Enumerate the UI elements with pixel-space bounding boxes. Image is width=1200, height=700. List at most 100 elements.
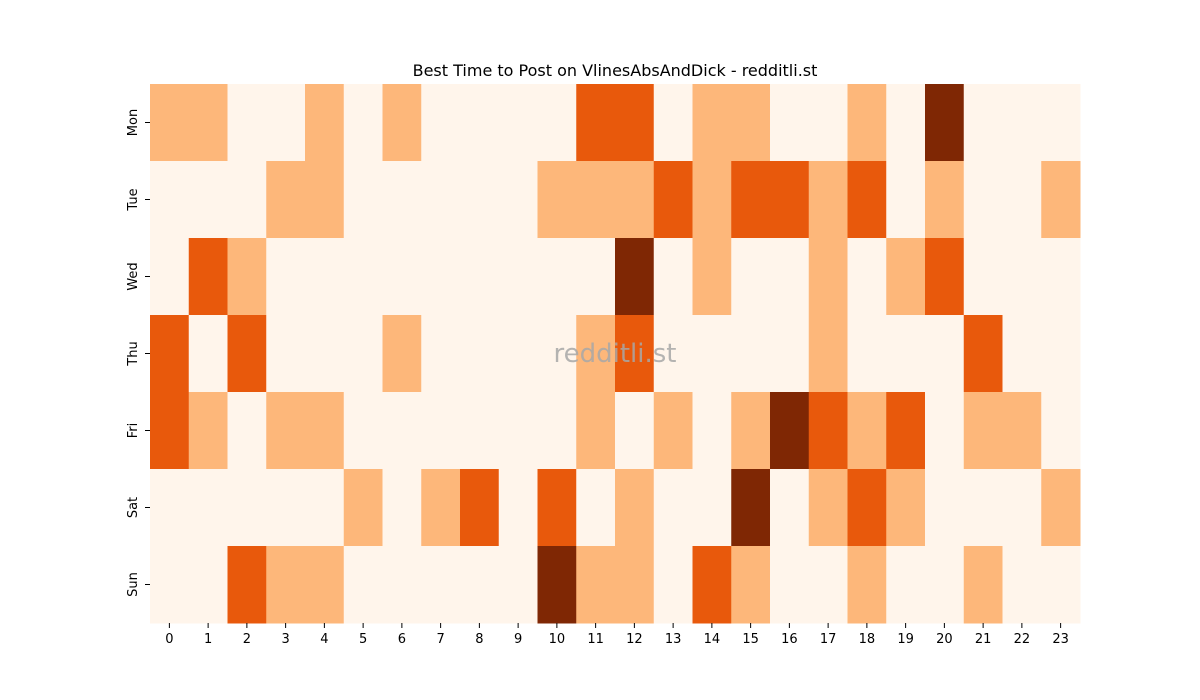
y-tick-label: Sun [126, 572, 141, 597]
heatmap-cell-wed-23 [1041, 238, 1081, 316]
heatmap-cell-mon-14 [692, 84, 732, 162]
heatmap-cell-sun-10 [537, 546, 577, 624]
heatmap-cell-sat-9 [498, 469, 538, 547]
heatmap-cell-sat-0 [150, 469, 190, 547]
y-axis: Mon Tue Wed Thu Fri Sat Sun [126, 109, 150, 597]
heatmap-cell-fri-15 [731, 392, 771, 470]
heatmap-cell-thu-1 [188, 315, 228, 393]
heatmap-cell-sat-3 [266, 469, 306, 547]
y-tick-label: Fri [126, 423, 141, 439]
heatmap-cell-mon-11 [576, 84, 616, 162]
heatmap-cell-tue-0 [150, 161, 190, 239]
heatmap-cell-wed-5 [343, 238, 383, 316]
heatmap-cell-tue-16 [770, 161, 810, 239]
heatmap-cell-thu-19 [886, 315, 926, 393]
heatmap-cell-tue-23 [1041, 161, 1081, 239]
heatmap-cell-fri-0 [150, 392, 190, 470]
heatmap-cell-thu-10 [537, 315, 577, 393]
x-tick-label: 22 [1014, 632, 1031, 647]
heatmap-cell-sat-8 [460, 469, 500, 547]
heatmap-cell-tue-7 [421, 161, 461, 239]
heatmap-cell-wed-4 [305, 238, 345, 316]
x-tick-label: 2 [243, 632, 251, 647]
heatmap-cell-tue-10 [537, 161, 577, 239]
heatmap-cell-tue-1 [188, 161, 228, 239]
heatmap-cell-tue-3 [266, 161, 306, 239]
heatmap-cell-thu-3 [266, 315, 306, 393]
heatmap-cell-fri-3 [266, 392, 306, 470]
heatmap-cell-wed-2 [227, 238, 267, 316]
heatmap-cell-sun-2 [227, 546, 267, 624]
x-tick-label: 10 [549, 632, 566, 647]
heatmap-cell-fri-7 [421, 392, 461, 470]
heatmap-cell-thu-11 [576, 315, 616, 393]
heatmap-cell-tue-18 [847, 161, 887, 239]
heatmap-cell-sun-18 [847, 546, 887, 624]
heatmap-cell-fri-14 [692, 392, 732, 470]
heatmap-cell-wed-6 [382, 238, 422, 316]
heatmap-cell-tue-19 [886, 161, 926, 239]
heatmap-cell-sat-23 [1041, 469, 1081, 547]
heatmap-cell-thu-2 [227, 315, 267, 393]
heatmap-cell-fri-13 [653, 392, 693, 470]
heatmap-cell-sun-0 [150, 546, 190, 624]
heatmap-cell-fri-1 [188, 392, 228, 470]
heatmap-cell-wed-7 [421, 238, 461, 316]
heatmap-cell-thu-0 [150, 315, 190, 393]
heatmap-cell-thu-16 [770, 315, 810, 393]
heatmap-cell-wed-11 [576, 238, 616, 316]
heatmap-cell-sat-16 [770, 469, 810, 547]
heatmap-cell-tue-13 [653, 161, 693, 239]
heatmap-cell-mon-0 [150, 84, 190, 162]
heatmap-cell-sun-17 [808, 546, 848, 624]
x-tick-label: 6 [398, 632, 406, 647]
x-tick-label: 14 [704, 632, 721, 647]
heatmap-cell-sat-4 [305, 469, 345, 547]
heatmap-cell-wed-15 [731, 238, 771, 316]
x-tick-label: 16 [781, 632, 798, 647]
heatmap-cell-wed-19 [886, 238, 926, 316]
heatmap-cell-fri-4 [305, 392, 345, 470]
x-tick-label: 18 [859, 632, 876, 647]
heatmap-cell-fri-2 [227, 392, 267, 470]
heatmap-cell-sun-5 [343, 546, 383, 624]
heatmap-cell-wed-14 [692, 238, 732, 316]
heatmap-cell-sat-12 [615, 469, 655, 547]
heatmap-cell-thu-8 [460, 315, 500, 393]
heatmap-cell-thu-23 [1041, 315, 1081, 393]
heatmap-cell-sun-16 [770, 546, 810, 624]
heatmap-cell-sun-13 [653, 546, 693, 624]
heatmap-cell-tue-22 [1002, 161, 1042, 239]
heatmap-cell-wed-20 [925, 238, 965, 316]
heatmap-cell-mon-9 [498, 84, 538, 162]
x-tick-label: 0 [165, 632, 173, 647]
heatmap-cell-mon-19 [886, 84, 926, 162]
heatmap-cell-sun-8 [460, 546, 500, 624]
heatmap-cell-sun-19 [886, 546, 926, 624]
heatmap-cell-tue-9 [498, 161, 538, 239]
heatmap-cell-tue-5 [343, 161, 383, 239]
heatmap-cell-thu-20 [925, 315, 965, 393]
y-tick-label: Wed [126, 262, 141, 290]
heatmap-cell-sat-2 [227, 469, 267, 547]
x-tick-label: 9 [514, 632, 522, 647]
heatmap-cell-sun-4 [305, 546, 345, 624]
heatmap-cell-wed-1 [188, 238, 228, 316]
heatmap-cell-sun-14 [692, 546, 732, 624]
x-tick-label: 7 [436, 632, 444, 647]
heatmap-cell-sun-12 [615, 546, 655, 624]
heatmap-cell-fri-8 [460, 392, 500, 470]
heatmap-cell-sat-5 [343, 469, 383, 547]
x-tick-label: 23 [1052, 632, 1069, 647]
heatmap-cell-mon-15 [731, 84, 771, 162]
heatmap-cell-thu-15 [731, 315, 771, 393]
heatmap-cell-mon-8 [460, 84, 500, 162]
heatmap-cell-mon-21 [963, 84, 1003, 162]
heatmap-cell-wed-9 [498, 238, 538, 316]
y-tick-label: Sat [126, 497, 141, 518]
y-tick-label: Tue [126, 188, 141, 211]
heatmap-cell-sun-7 [421, 546, 461, 624]
heatmap-cell-fri-16 [770, 392, 810, 470]
